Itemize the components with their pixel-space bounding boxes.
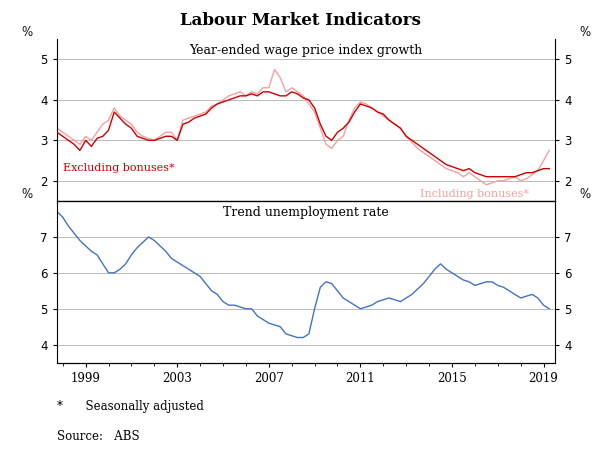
Text: *      Seasonally adjusted: * Seasonally adjusted	[57, 400, 204, 413]
Text: Trend unemployment rate: Trend unemployment rate	[223, 206, 389, 219]
Text: Year-ended wage price index growth: Year-ended wage price index growth	[190, 44, 422, 57]
Text: %: %	[22, 188, 32, 201]
Text: %: %	[580, 188, 590, 201]
Text: Including bonuses*: Including bonuses*	[420, 188, 529, 199]
Text: Labour Market Indicators: Labour Market Indicators	[179, 12, 421, 29]
Text: %: %	[22, 26, 32, 39]
Text: Excluding bonuses*: Excluding bonuses*	[63, 163, 175, 173]
Text: Source:   ABS: Source: ABS	[57, 430, 140, 443]
Text: %: %	[580, 26, 590, 39]
